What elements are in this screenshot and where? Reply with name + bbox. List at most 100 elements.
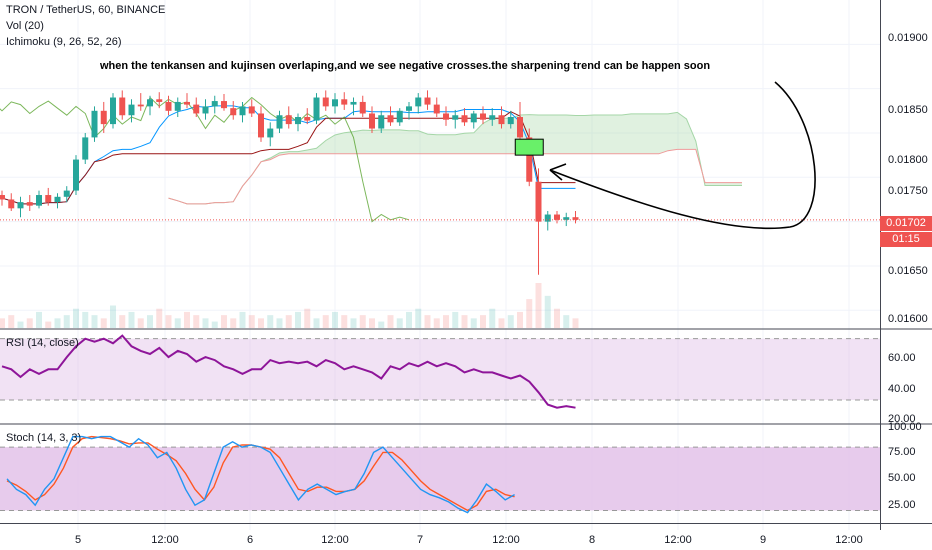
time-tick-label: 12:00	[492, 534, 520, 546]
stoch-tick-label: 25.00	[888, 499, 916, 511]
volume-bar	[239, 311, 246, 328]
chikou-span-line	[0, 96, 410, 223]
candle-body	[267, 128, 274, 138]
senkou-span-a-line	[168, 111, 742, 205]
candle-body	[313, 97, 320, 121]
volume-bar	[63, 315, 70, 328]
time-tick-label: 9	[759, 534, 767, 546]
candle-body	[387, 115, 394, 123]
volume-bar	[489, 308, 496, 328]
volume-bar	[211, 321, 218, 328]
candle-body	[0, 195, 5, 200]
candle-body	[119, 97, 126, 116]
volume-bar	[54, 318, 61, 328]
user-drawings[interactable]	[514, 81, 816, 230]
price-tick-label: 0.01850	[888, 104, 928, 116]
volume-bar	[563, 315, 570, 328]
annotation-arrow-curve	[549, 81, 816, 230]
volume-bar	[36, 311, 42, 328]
rsi-tick-label: 20.00	[888, 413, 916, 425]
volume-bar	[517, 311, 523, 328]
time-tick-label: 5	[74, 534, 82, 546]
candle-body	[174, 101, 181, 111]
candle-body	[443, 113, 449, 120]
volume-bar	[193, 315, 200, 328]
candle-body	[498, 115, 505, 125]
candle-body	[350, 101, 357, 105]
annotation-text[interactable]: when the tenkansen and kujinsen overlapi…	[100, 60, 711, 72]
volume-bar	[128, 311, 135, 328]
volume-bar	[433, 318, 440, 328]
candle-body	[258, 113, 264, 138]
price-tick-label: 0.01750	[888, 185, 928, 197]
candle-body	[378, 115, 385, 129]
volume-bar	[544, 295, 551, 328]
volume-bar	[322, 315, 329, 328]
rsi-tick-label: 40.00	[888, 383, 916, 395]
candle-body	[535, 181, 542, 222]
candle-body	[544, 214, 551, 222]
volume-bar	[73, 308, 79, 328]
volume-bar	[554, 308, 560, 328]
volume-legend[interactable]: Vol (20)	[6, 20, 44, 32]
senkou-span-b-line	[168, 148, 742, 205]
volume-bar	[17, 321, 24, 328]
candle-body	[221, 101, 227, 109]
crossover-highlight-box	[514, 138, 544, 156]
candle-body	[110, 97, 116, 125]
volume-bar	[406, 311, 412, 328]
stoch-tick-label: 75.00	[888, 446, 916, 458]
candle-body	[45, 195, 52, 203]
candle-body	[359, 101, 366, 114]
candle-body	[322, 97, 329, 107]
volume-bar	[156, 308, 163, 328]
candle-body	[248, 106, 255, 114]
candle-body	[276, 115, 283, 129]
candle-body	[26, 202, 33, 206]
time-tick-label: 8	[588, 534, 596, 546]
rsi-band-fill	[0, 338, 880, 400]
candle-body	[406, 106, 412, 111]
rsi-pane	[0, 328, 880, 409]
candle-body	[396, 110, 403, 123]
kumo-fill	[168, 112, 742, 204]
price-tick-label: 0.01900	[888, 32, 928, 44]
volume-bar	[415, 308, 422, 328]
volume-bar	[45, 321, 52, 328]
volume-bar	[498, 318, 505, 328]
stoch-k-line	[6, 435, 515, 514]
candle-body	[147, 99, 153, 107]
volume-bar	[202, 318, 209, 328]
volume-bar	[526, 299, 533, 328]
stoch-pane	[0, 423, 880, 514]
volume-bar	[137, 318, 144, 328]
candle-body	[17, 202, 24, 209]
volume-bar	[350, 318, 357, 328]
candle-body	[230, 108, 237, 116]
stoch-tick-label: 100.00	[888, 421, 922, 433]
candle-body	[424, 97, 431, 105]
stoch-legend[interactable]: Stoch (14, 3, 3)	[6, 432, 82, 444]
time-tick-label: 12:00	[664, 534, 692, 546]
chart-title[interactable]: TRON / TetherUS, 60, BINANCE	[6, 4, 166, 16]
volume-bar	[378, 321, 385, 328]
candle-body	[304, 117, 311, 121]
price-tick-label: 0.01600	[888, 313, 928, 325]
candle-body	[341, 99, 348, 105]
volume-bar	[26, 318, 33, 328]
axes	[0, 0, 932, 530]
volume-bar	[276, 318, 283, 328]
volume-bar	[119, 315, 126, 328]
rsi-legend[interactable]: RSI (14, close)	[6, 337, 79, 349]
time-tick-label: 7	[416, 534, 424, 546]
candle-body	[470, 113, 477, 123]
grid-lines	[0, 0, 880, 530]
candle-body	[36, 195, 42, 206]
volume-bar	[461, 315, 468, 328]
candle-body	[91, 110, 98, 138]
volume-bar	[359, 315, 366, 328]
candle-body	[369, 113, 375, 129]
ichimoku-legend[interactable]: Ichimoku (9, 26, 52, 26)	[6, 36, 122, 48]
candle-body	[8, 199, 15, 209]
